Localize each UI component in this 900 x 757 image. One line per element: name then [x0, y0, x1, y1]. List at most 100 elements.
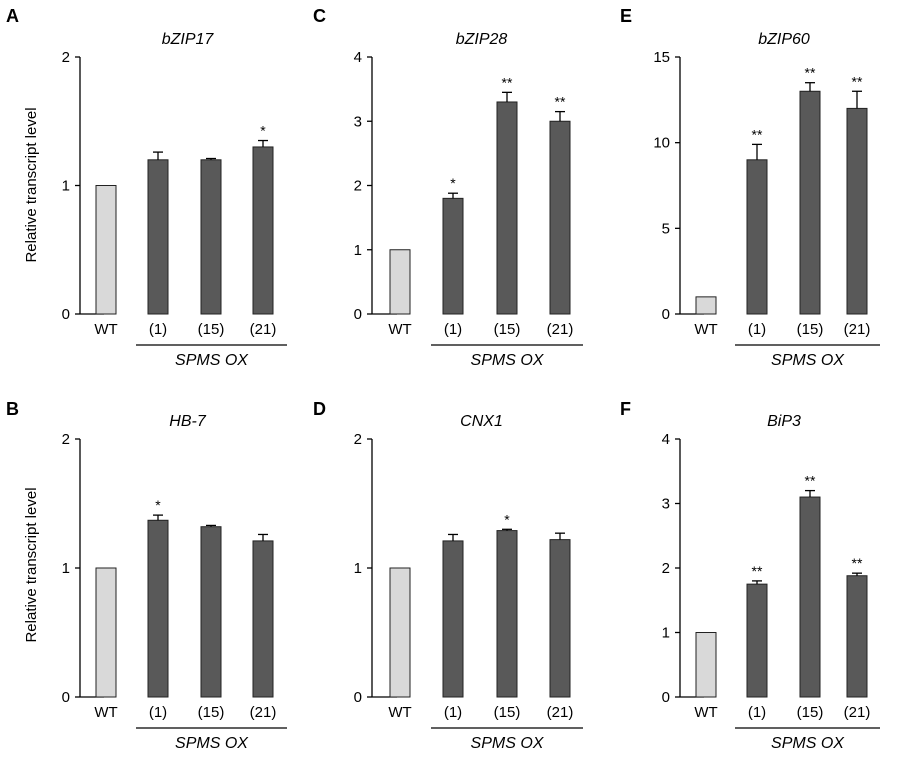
chart-title: BiP3 — [767, 413, 801, 430]
panel-letter: C — [313, 6, 326, 26]
group-label: SPMS OX — [771, 352, 845, 369]
significance-marker: ** — [852, 73, 863, 89]
y-tick-label: 0 — [662, 689, 670, 706]
significance-marker: ** — [555, 94, 566, 110]
significance-marker: ** — [805, 65, 816, 81]
category-label: (1) — [149, 321, 167, 338]
bar-wt — [695, 632, 717, 698]
bar-line-2 — [200, 159, 222, 315]
y-tick-label: 0 — [662, 306, 670, 323]
y-tick-label: 2 — [62, 49, 70, 66]
bar-line-3 — [846, 107, 868, 315]
y-tick-label: 10 — [653, 135, 670, 152]
significance-marker: * — [450, 175, 456, 191]
category-label: (1) — [149, 704, 167, 721]
bar-wt — [95, 185, 117, 315]
category-label: (1) — [748, 704, 766, 721]
y-tick-label: 0 — [354, 689, 362, 706]
chart-title: bZIP60 — [758, 31, 810, 48]
group-label: SPMS OX — [771, 735, 845, 752]
category-label: WT — [694, 704, 717, 721]
bar-line-2 — [799, 496, 821, 698]
significance-marker: ** — [502, 74, 513, 90]
panel-letter: D — [313, 399, 326, 419]
bar-wt — [389, 567, 411, 698]
y-tick-label: 1 — [62, 178, 70, 195]
bar-line-2 — [496, 530, 518, 698]
y-tick-label: 1 — [662, 625, 670, 642]
y-tick-label: 15 — [653, 49, 670, 66]
category-label: (21) — [250, 321, 277, 338]
group-label: SPMS OX — [175, 735, 249, 752]
category-label: (1) — [444, 704, 462, 721]
panel-d: D CNX1 0 1 2 WT (1) * (15) (21)SPMS OX — [313, 399, 583, 752]
panel-letter: A — [6, 6, 19, 26]
bar-line-2 — [496, 101, 518, 315]
bar-line-3 — [549, 120, 571, 315]
y-tick-label: 2 — [62, 431, 70, 448]
y-tick-label: 2 — [354, 431, 362, 448]
y-tick-label: 5 — [662, 220, 670, 237]
category-label: WT — [388, 321, 411, 338]
bar-wt — [95, 567, 117, 698]
chart-title: CNX1 — [460, 413, 503, 430]
y-tick-label: 0 — [354, 306, 362, 323]
category-label: WT — [694, 321, 717, 338]
panel-letter: E — [620, 6, 632, 26]
panel-b: B HB-7 0 1 2 WT * (1) (15) (21)SPMS OX — [6, 399, 287, 752]
significance-marker: ** — [752, 126, 763, 142]
significance-marker: * — [260, 123, 266, 139]
bar-line-1 — [442, 540, 464, 698]
bar-line-3 — [549, 539, 571, 698]
category-label: (21) — [844, 321, 871, 338]
y-tick-label: 2 — [662, 560, 670, 577]
category-label: (15) — [797, 321, 824, 338]
bar-line-1 — [442, 197, 464, 315]
y-tick-label: 1 — [354, 560, 362, 577]
y-tick-label: 3 — [354, 113, 362, 130]
panel-letter: B — [6, 399, 19, 419]
chart-title: bZIP17 — [162, 31, 215, 48]
bar-line-1 — [746, 159, 768, 315]
group-label: SPMS OX — [175, 352, 249, 369]
category-label: (15) — [494, 704, 521, 721]
bar-wt — [695, 296, 717, 315]
category-label: (21) — [250, 704, 277, 721]
category-label: (15) — [494, 321, 521, 338]
y-tick-label: 1 — [354, 242, 362, 259]
significance-marker: * — [155, 497, 161, 513]
bar-line-3 — [252, 540, 274, 698]
significance-marker: * — [504, 511, 510, 527]
category-label: (1) — [748, 321, 766, 338]
bar-line-1 — [147, 159, 169, 315]
y-tick-label: 4 — [662, 431, 670, 448]
panel-f: F BiP3 0 1 2 3 4 WT ** (1) ** (15) ** (21) SPMS OX — [620, 399, 880, 752]
y-tick-label: 1 — [62, 560, 70, 577]
bar-line-2 — [799, 90, 821, 315]
chart-title: bZIP28 — [456, 31, 508, 48]
y-axis-label: Relative transcript level — [23, 107, 40, 262]
significance-marker: ** — [805, 473, 816, 489]
category-label: (15) — [198, 321, 225, 338]
bar-line-1 — [147, 519, 169, 698]
bar-line-3 — [846, 575, 868, 698]
group-label: SPMS OX — [471, 352, 545, 369]
category-label: (15) — [797, 704, 824, 721]
y-axis-label: Relative transcript level — [23, 487, 40, 642]
y-tick-label: 4 — [354, 49, 362, 66]
significance-marker: ** — [752, 563, 763, 579]
y-tick-label: 2 — [354, 178, 362, 195]
bar-line-2 — [200, 526, 222, 698]
category-label: (1) — [444, 321, 462, 338]
y-tick-label: 3 — [662, 496, 670, 513]
category-label: WT — [94, 704, 117, 721]
group-label: SPMS OX — [471, 735, 545, 752]
significance-marker: ** — [852, 555, 863, 571]
category-label: WT — [94, 321, 117, 338]
category-label: WT — [388, 704, 411, 721]
panel-letter: F — [620, 399, 631, 419]
